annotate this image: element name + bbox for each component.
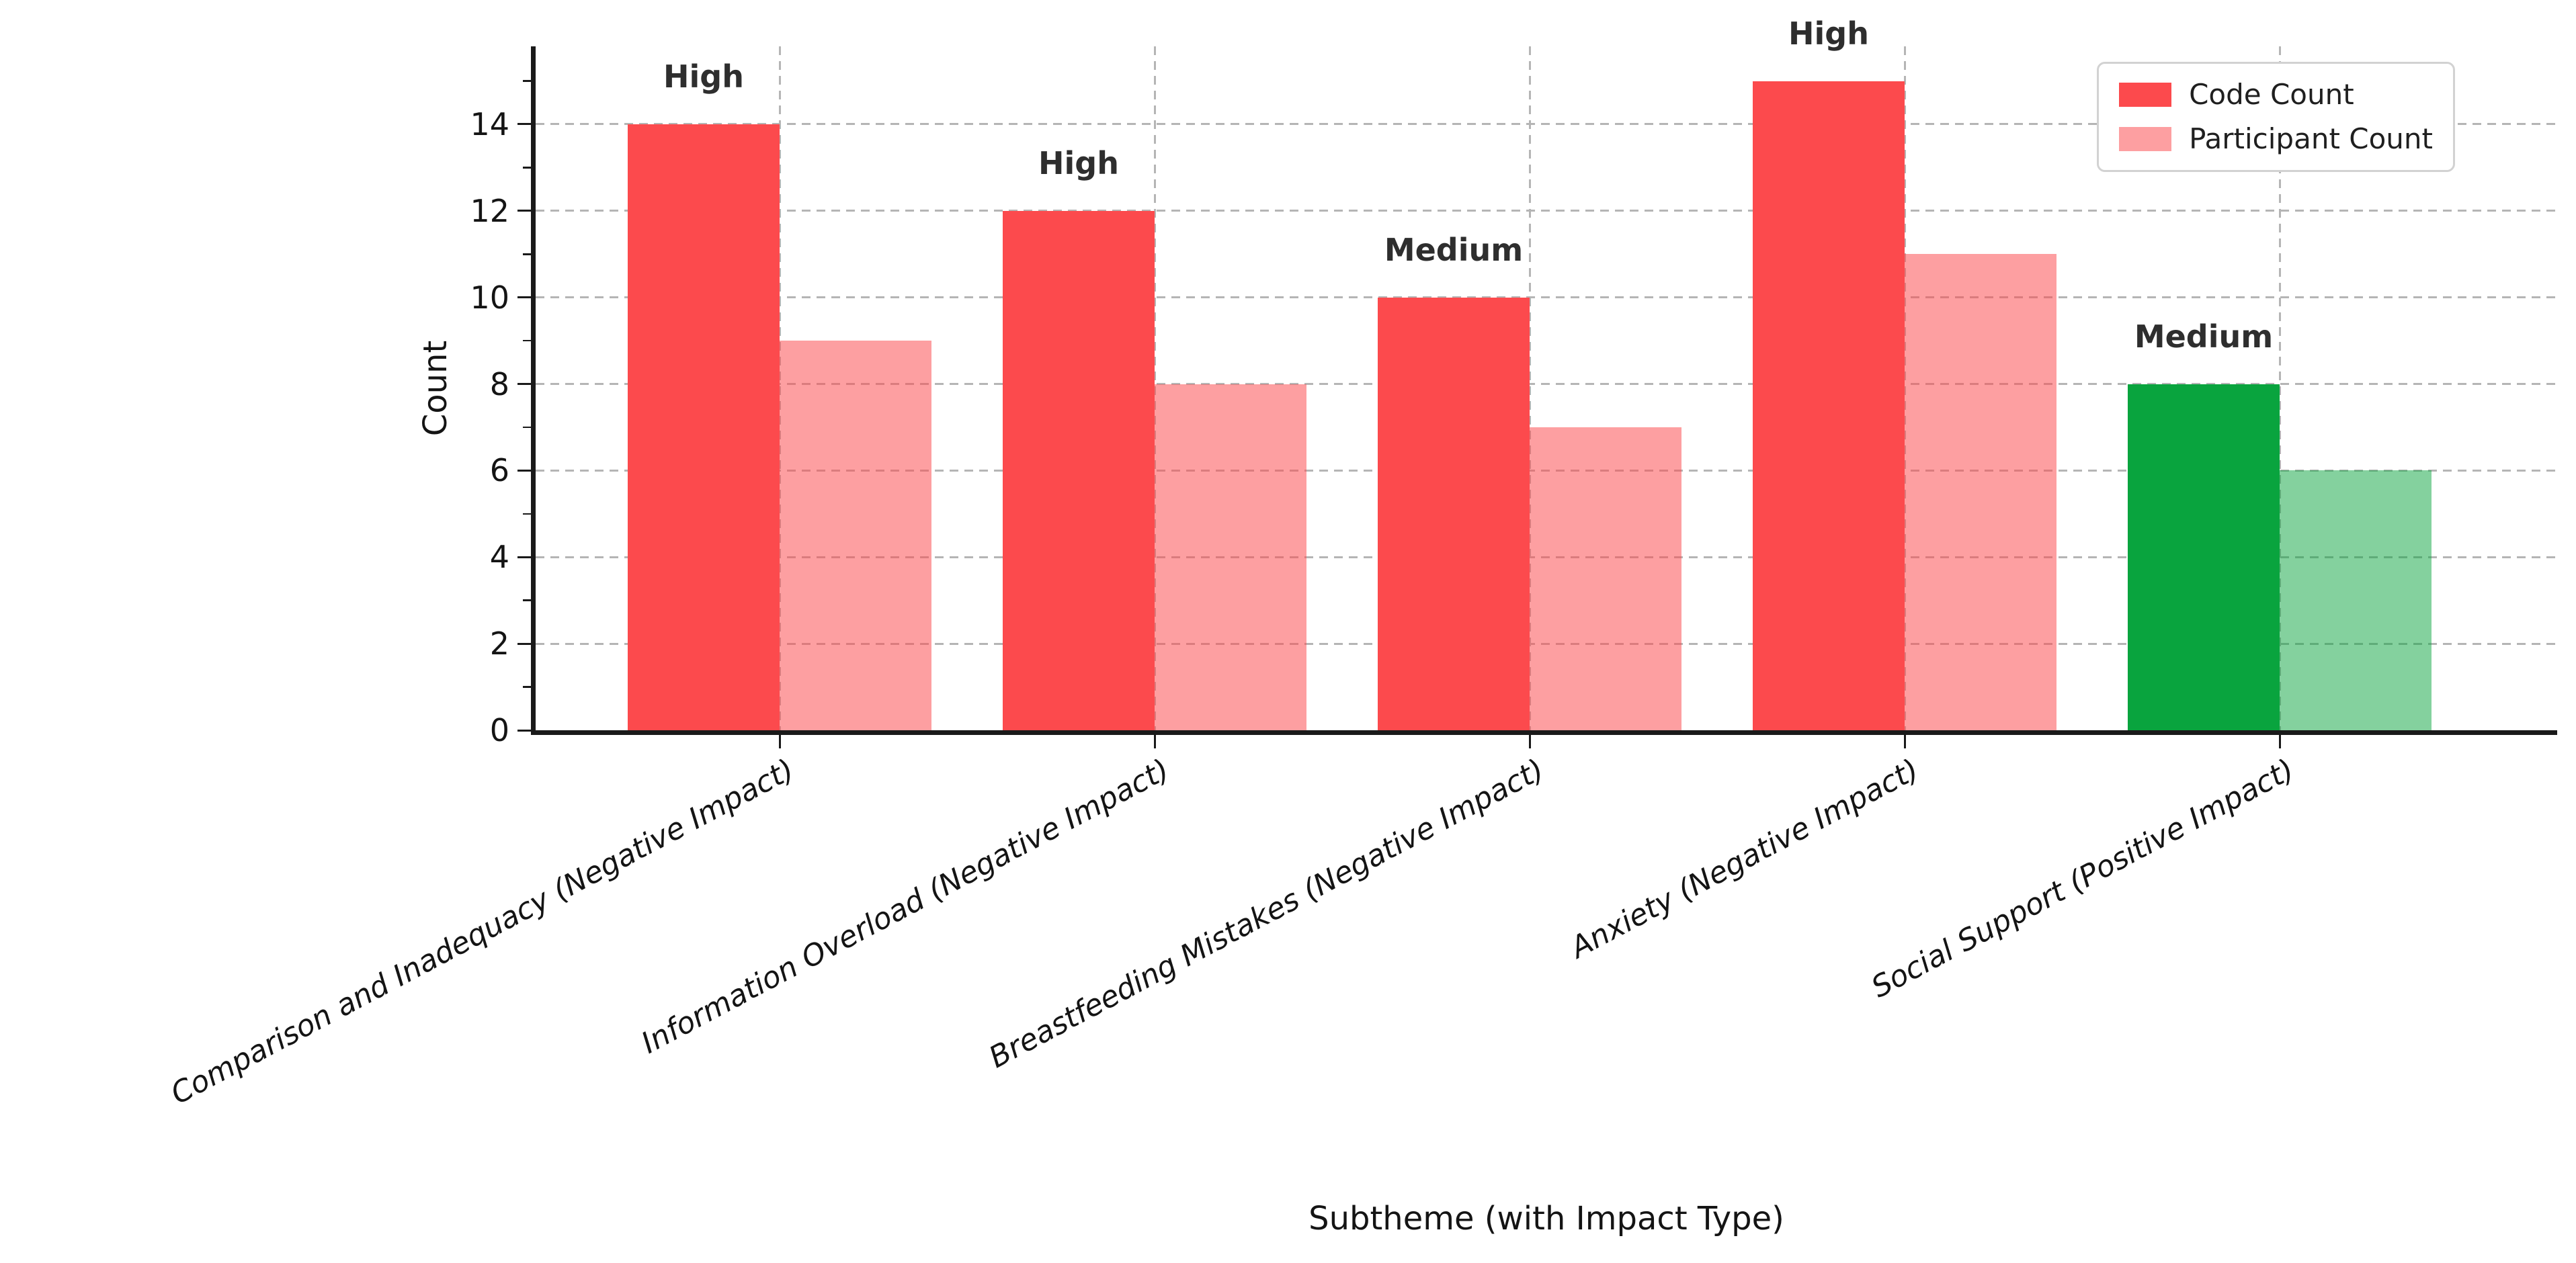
x-axis-title: Subtheme (with Impact Type) xyxy=(1308,1200,1784,1237)
y-minor-tick xyxy=(523,686,531,688)
y-minor-tick xyxy=(523,513,531,515)
y-tick xyxy=(517,556,531,558)
legend-entry-participant-count: Participant Count xyxy=(2119,123,2433,155)
bar-annotation: High xyxy=(1788,15,1869,52)
bar-participant-count xyxy=(780,341,931,730)
y-tick xyxy=(517,642,531,645)
legend-entry-code-count: Code Count xyxy=(2119,79,2433,111)
x-tick xyxy=(2278,735,2281,748)
bar-code-count xyxy=(1378,297,1530,730)
gridline-vertical xyxy=(2278,46,2281,730)
y-tick xyxy=(517,469,531,472)
y-tick-label: 8 xyxy=(489,365,509,402)
bar-code-count xyxy=(1753,81,1905,730)
y-tick-label: 10 xyxy=(470,279,509,316)
bar-code-count xyxy=(2128,384,2280,730)
y-tick xyxy=(517,296,531,299)
bar-annotation: Medium xyxy=(1384,231,1524,268)
bar-participant-count xyxy=(1905,254,2056,730)
y-tick-label: 0 xyxy=(489,712,509,748)
bar-code-count xyxy=(628,124,780,730)
y-minor-tick xyxy=(523,80,531,82)
x-tick xyxy=(778,735,781,748)
gridline-horizontal xyxy=(536,210,2557,212)
bar-annotation: High xyxy=(1038,144,1119,181)
x-tick xyxy=(1903,735,1906,748)
y-tick xyxy=(517,123,531,126)
bar-code-count xyxy=(1003,210,1155,730)
bar-participant-count xyxy=(2280,470,2432,730)
y-tick xyxy=(517,383,531,386)
bar-participant-count xyxy=(1530,427,1681,730)
y-minor-tick xyxy=(523,253,531,255)
bar-annotation: High xyxy=(663,58,744,95)
y-minor-tick xyxy=(523,426,531,429)
y-axis-title: Count xyxy=(417,340,454,437)
bar-annotation: Medium xyxy=(2134,318,2274,355)
x-tick-label: Anxiety (Negative Impact) xyxy=(1565,752,1925,965)
y-minor-tick xyxy=(523,167,531,169)
gridline-horizontal xyxy=(536,296,2557,299)
legend-label-code-count: Code Count xyxy=(2189,78,2354,111)
y-tick xyxy=(517,729,531,732)
y-tick-label: 14 xyxy=(470,105,509,142)
x-tick xyxy=(1153,735,1156,748)
y-tick-label: 12 xyxy=(470,192,509,229)
y-tick xyxy=(517,210,531,212)
y-tick-label: 4 xyxy=(489,539,509,576)
legend: Code Count Participant Count xyxy=(2097,62,2455,172)
legend-swatch-participant-count xyxy=(2119,127,2172,151)
bar-participant-count xyxy=(1155,384,1306,730)
x-tick-label: Social Support (Positive Impact) xyxy=(1866,752,2300,1005)
y-tick-label: 2 xyxy=(489,625,509,662)
gridline-vertical xyxy=(1528,46,1531,730)
x-tick-label: Comparison and Inadequacy (Negative Impa… xyxy=(165,752,800,1112)
gridline-horizontal xyxy=(536,123,2557,126)
y-axis-spine xyxy=(531,46,536,735)
legend-label-participant-count: Participant Count xyxy=(2189,122,2433,155)
legend-swatch-code-count xyxy=(2119,83,2172,107)
x-tick xyxy=(1528,735,1531,748)
gridline-horizontal xyxy=(536,383,2557,386)
y-minor-tick xyxy=(523,599,531,601)
y-minor-tick xyxy=(523,339,531,342)
x-axis-spine xyxy=(531,730,2557,735)
y-tick-label: 6 xyxy=(489,452,509,489)
